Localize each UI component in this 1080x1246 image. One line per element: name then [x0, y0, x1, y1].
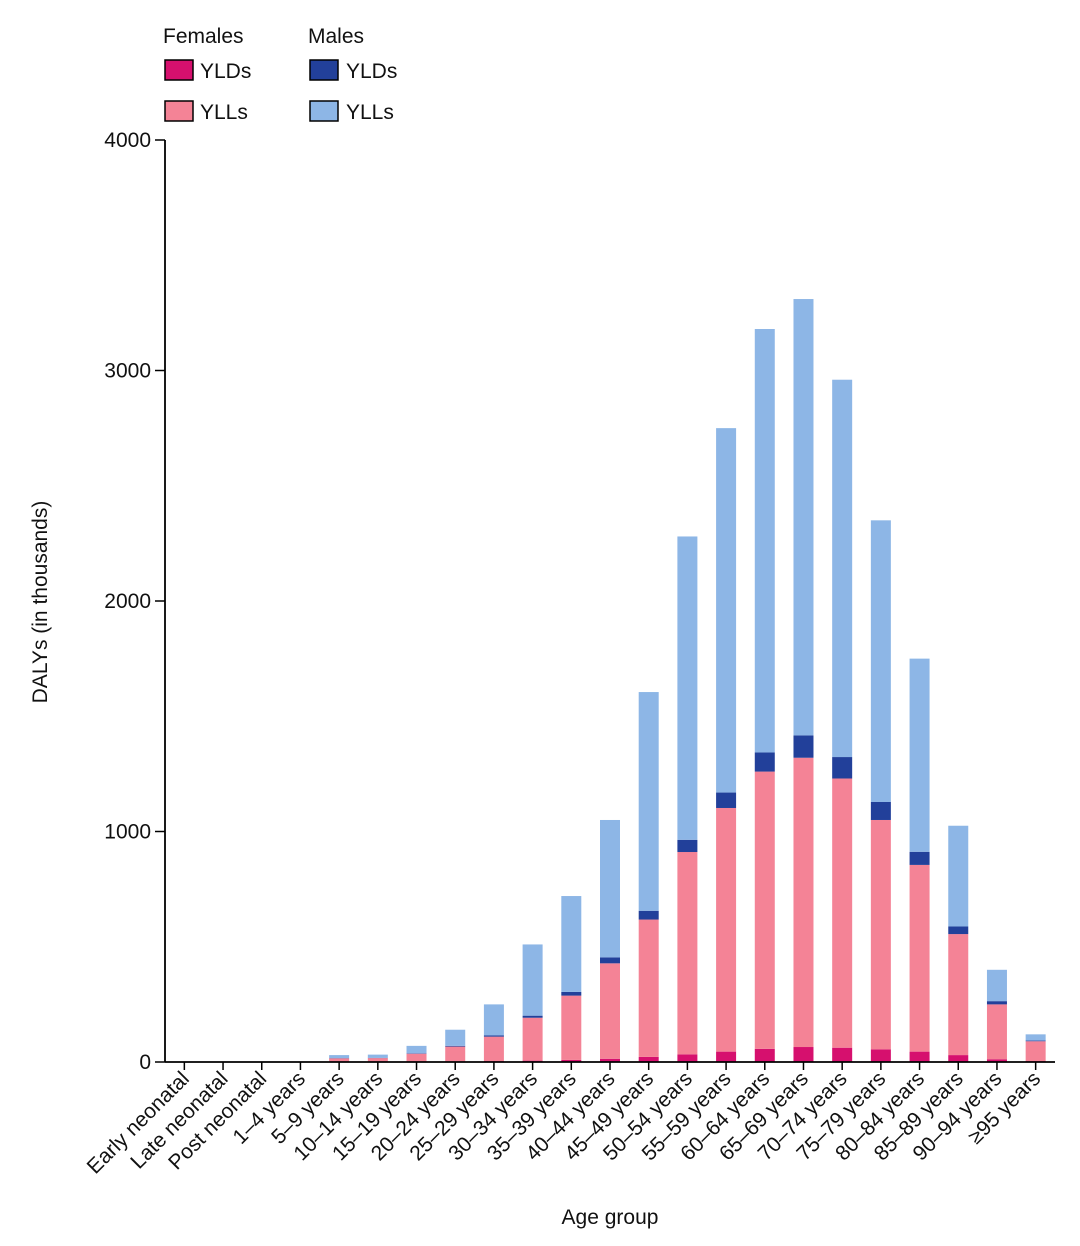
legend-label-females-ylds: YLDs	[200, 60, 251, 83]
bar-male-ylls-20	[948, 825, 969, 927]
y-tick-label: 3000	[104, 360, 151, 383]
bar-male-ylls-15	[754, 329, 775, 753]
bar-female-ylls-7	[445, 1046, 466, 1062]
bar-female-ylls-15	[754, 771, 775, 1049]
bar-male-ylls-22	[1025, 1034, 1046, 1041]
legend: Females YLDs YLLs Males YLDs YLLs	[163, 25, 397, 124]
bar-male-ylds-7	[445, 1045, 466, 1047]
bar-male-ylds-20	[948, 926, 969, 935]
bar-male-ylls-6	[406, 1045, 427, 1054]
bar-female-ylls-10	[561, 995, 582, 1060]
y-axis-title: DALYs (in thousands)	[29, 501, 52, 704]
bars-layer	[329, 299, 1046, 1062]
bar-male-ylds-19	[909, 851, 930, 865]
legend-swatch-females-ylls	[164, 100, 194, 122]
y-tick-label: 1000	[104, 821, 151, 844]
bar-male-ylds-22	[1025, 1040, 1046, 1042]
y-tick-label: 4000	[104, 129, 151, 152]
legend-swatch-females-ylds	[164, 59, 194, 81]
bar-male-ylds-13	[677, 839, 698, 853]
bar-female-ylls-18	[870, 819, 891, 1050]
bar-male-ylds-11	[600, 957, 620, 964]
y-tick-label: 0	[139, 1051, 151, 1074]
bar-male-ylls-13	[677, 536, 698, 840]
bar-male-ylls-9	[522, 944, 543, 1016]
legend-group-title-males: Males	[308, 25, 364, 48]
bar-female-ylls-12	[638, 919, 659, 1057]
bar-male-ylls-18	[870, 520, 891, 802]
bar-female-ylds-21	[986, 1059, 1007, 1062]
bar-female-ylls-9	[522, 1017, 543, 1061]
bar-female-ylds-11	[600, 1058, 620, 1062]
y-tick-label: 2000	[104, 590, 151, 613]
legend-swatch-males-ylds	[309, 59, 339, 81]
bar-male-ylls-16	[793, 299, 814, 736]
bar-female-ylds-19	[909, 1051, 930, 1062]
bar-male-ylds-12	[638, 910, 659, 920]
bar-female-ylds-10	[561, 1059, 582, 1062]
bar-male-ylls-7	[445, 1029, 466, 1046]
bar-male-ylds-10	[561, 991, 582, 996]
bar-female-ylds-14	[716, 1051, 737, 1062]
bar-female-ylds-15	[754, 1048, 775, 1062]
bar-male-ylds-18	[870, 802, 891, 820]
bar-female-ylls-8	[483, 1036, 504, 1062]
bar-male-ylls-8	[483, 1004, 504, 1036]
bar-female-ylls-22	[1025, 1041, 1046, 1062]
bar-male-ylls-4	[329, 1055, 350, 1059]
bar-male-ylls-19	[909, 658, 930, 852]
legend-swatch-males-ylls	[309, 100, 339, 122]
legend-group-title-females: Females	[163, 25, 244, 48]
bar-female-ylds-18	[870, 1049, 891, 1062]
bar-male-ylls-5	[367, 1054, 388, 1058]
bar-male-ylds-17	[832, 757, 853, 779]
bar-female-ylds-20	[948, 1055, 969, 1062]
bar-female-ylls-19	[909, 864, 930, 1052]
legend-label-males-ylds: YLDs	[346, 60, 397, 83]
bar-male-ylds-14	[716, 792, 737, 808]
bar-female-ylls-17	[832, 778, 853, 1048]
bar-male-ylds-21	[986, 1001, 1007, 1005]
bar-male-ylls-14	[716, 428, 737, 793]
bar-male-ylds-8	[483, 1035, 504, 1037]
bar-male-ylds-16	[793, 735, 814, 758]
bar-male-ylls-17	[832, 379, 853, 758]
bar-female-ylds-17	[832, 1047, 853, 1062]
bar-female-ylls-11	[600, 963, 620, 1059]
bar-female-ylds-13	[677, 1054, 698, 1062]
bar-female-ylls-14	[716, 807, 737, 1052]
bar-male-ylls-21	[986, 969, 1007, 1002]
bar-female-ylds-12	[638, 1056, 659, 1062]
bar-male-ylls-11	[600, 819, 620, 958]
bar-female-ylls-13	[677, 852, 698, 1055]
bar-male-ylls-10	[561, 896, 582, 992]
bar-female-ylls-16	[793, 757, 814, 1048]
bar-female-ylls-20	[948, 934, 969, 1056]
bar-female-ylls-4	[329, 1058, 350, 1062]
bar-male-ylds-15	[754, 752, 775, 772]
x-axis-title: Age group	[562, 1206, 659, 1229]
legend-label-males-ylls: YLLs	[346, 101, 394, 124]
bar-female-ylds-16	[793, 1047, 814, 1062]
bar-female-ylls-5	[367, 1058, 388, 1062]
legend-label-females-ylls: YLLs	[200, 101, 248, 124]
bar-male-ylds-9	[522, 1015, 543, 1018]
bar-female-ylls-6	[406, 1053, 427, 1062]
bar-female-ylls-21	[986, 1004, 1007, 1060]
bar-male-ylls-12	[638, 692, 659, 911]
